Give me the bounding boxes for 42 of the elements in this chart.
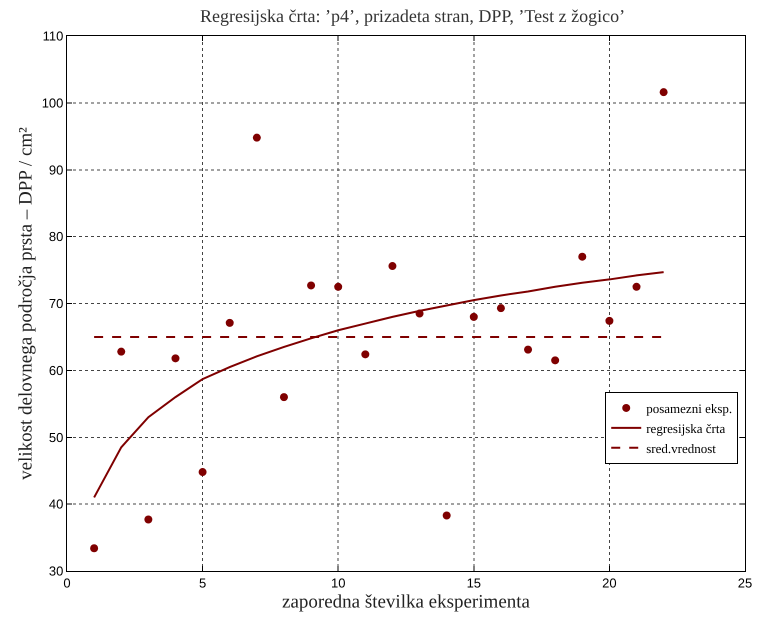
point (578, 252, 586, 261)
x-tick-label: 10 (330, 576, 346, 591)
y-tick-label: 110 (42, 28, 64, 44)
point (226, 318, 234, 327)
x-tick-label: 25 (738, 576, 752, 591)
point (551, 356, 560, 364)
x-tick-label: 20 (602, 576, 617, 591)
y-tick-label: 30 (48, 564, 64, 579)
y-tick-label: 90 (48, 162, 64, 178)
point (90, 544, 98, 552)
point (632, 282, 641, 291)
point (252, 134, 261, 142)
point (524, 346, 532, 354)
y-tick-label: 80 (48, 229, 64, 244)
point (117, 348, 126, 356)
point (361, 350, 370, 358)
x-axis-title: zaporedna številka eksperimenta (282, 591, 531, 612)
legend-label: regresijska črta (646, 420, 726, 436)
x-tick-label: 5 (198, 576, 206, 591)
point (388, 262, 396, 270)
x-tick-label: 15 (466, 576, 482, 591)
point (198, 468, 207, 476)
y-tick-label: 40 (48, 496, 64, 512)
x-tick-label: 0 (63, 576, 71, 591)
point (660, 88, 668, 96)
y-tick-label: 60 (48, 362, 64, 378)
point (605, 316, 614, 325)
point (442, 511, 451, 520)
y-tick-label: 50 (48, 430, 64, 445)
legend-label: sred.vrednost (646, 440, 716, 456)
point (496, 304, 505, 312)
point (307, 281, 316, 290)
y-tick-label: 70 (48, 296, 64, 312)
point (144, 516, 152, 524)
y-tick-label: 100 (42, 95, 64, 110)
chart-title: Regresijska črta: ’p4’, prizadeta stran, DPP, ’Test z žogico’ (200, 6, 626, 26)
y-axis-title: velikost delovnega področja prsta – DPP / cm² (16, 126, 37, 480)
point (171, 354, 180, 362)
legend-label: posamezni eksp. (646, 401, 732, 416)
point (470, 312, 478, 321)
point (280, 393, 288, 402)
point (334, 282, 342, 291)
